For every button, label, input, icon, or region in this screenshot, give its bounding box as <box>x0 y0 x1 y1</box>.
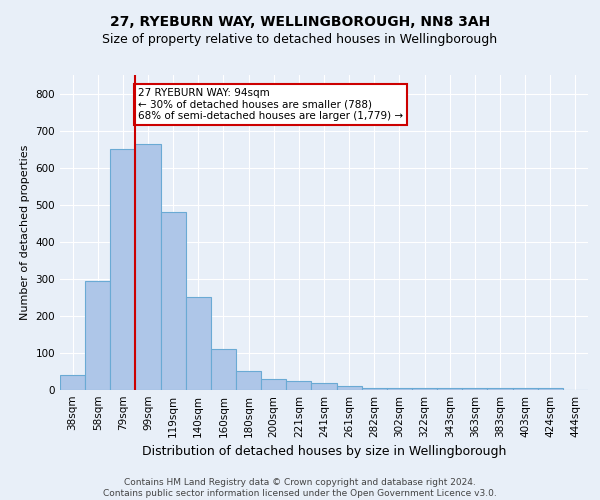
Bar <box>85 280 110 390</box>
Bar <box>136 144 161 390</box>
Bar <box>538 388 563 390</box>
Text: 27, RYEBURN WAY, WELLINGBOROUGH, NN8 3AH: 27, RYEBURN WAY, WELLINGBOROUGH, NN8 3AH <box>110 15 490 29</box>
Bar <box>286 380 311 390</box>
Bar <box>60 375 85 390</box>
Bar <box>311 382 337 390</box>
Bar <box>211 349 236 390</box>
Bar <box>487 388 512 390</box>
Bar <box>462 388 487 390</box>
Bar <box>186 298 211 390</box>
Bar <box>412 388 437 390</box>
Bar <box>362 388 387 390</box>
Bar <box>110 149 136 390</box>
Bar <box>261 379 286 390</box>
Text: Contains HM Land Registry data © Crown copyright and database right 2024.
Contai: Contains HM Land Registry data © Crown c… <box>103 478 497 498</box>
Bar <box>236 372 261 390</box>
Bar <box>387 388 412 390</box>
Bar <box>161 212 186 390</box>
X-axis label: Distribution of detached houses by size in Wellingborough: Distribution of detached houses by size … <box>142 446 506 458</box>
Text: Size of property relative to detached houses in Wellingborough: Size of property relative to detached ho… <box>103 32 497 46</box>
Bar <box>337 386 362 390</box>
Bar <box>512 388 538 390</box>
Y-axis label: Number of detached properties: Number of detached properties <box>20 145 30 320</box>
Text: 27 RYEBURN WAY: 94sqm
← 30% of detached houses are smaller (788)
68% of semi-det: 27 RYEBURN WAY: 94sqm ← 30% of detached … <box>138 88 403 121</box>
Bar <box>437 388 462 390</box>
